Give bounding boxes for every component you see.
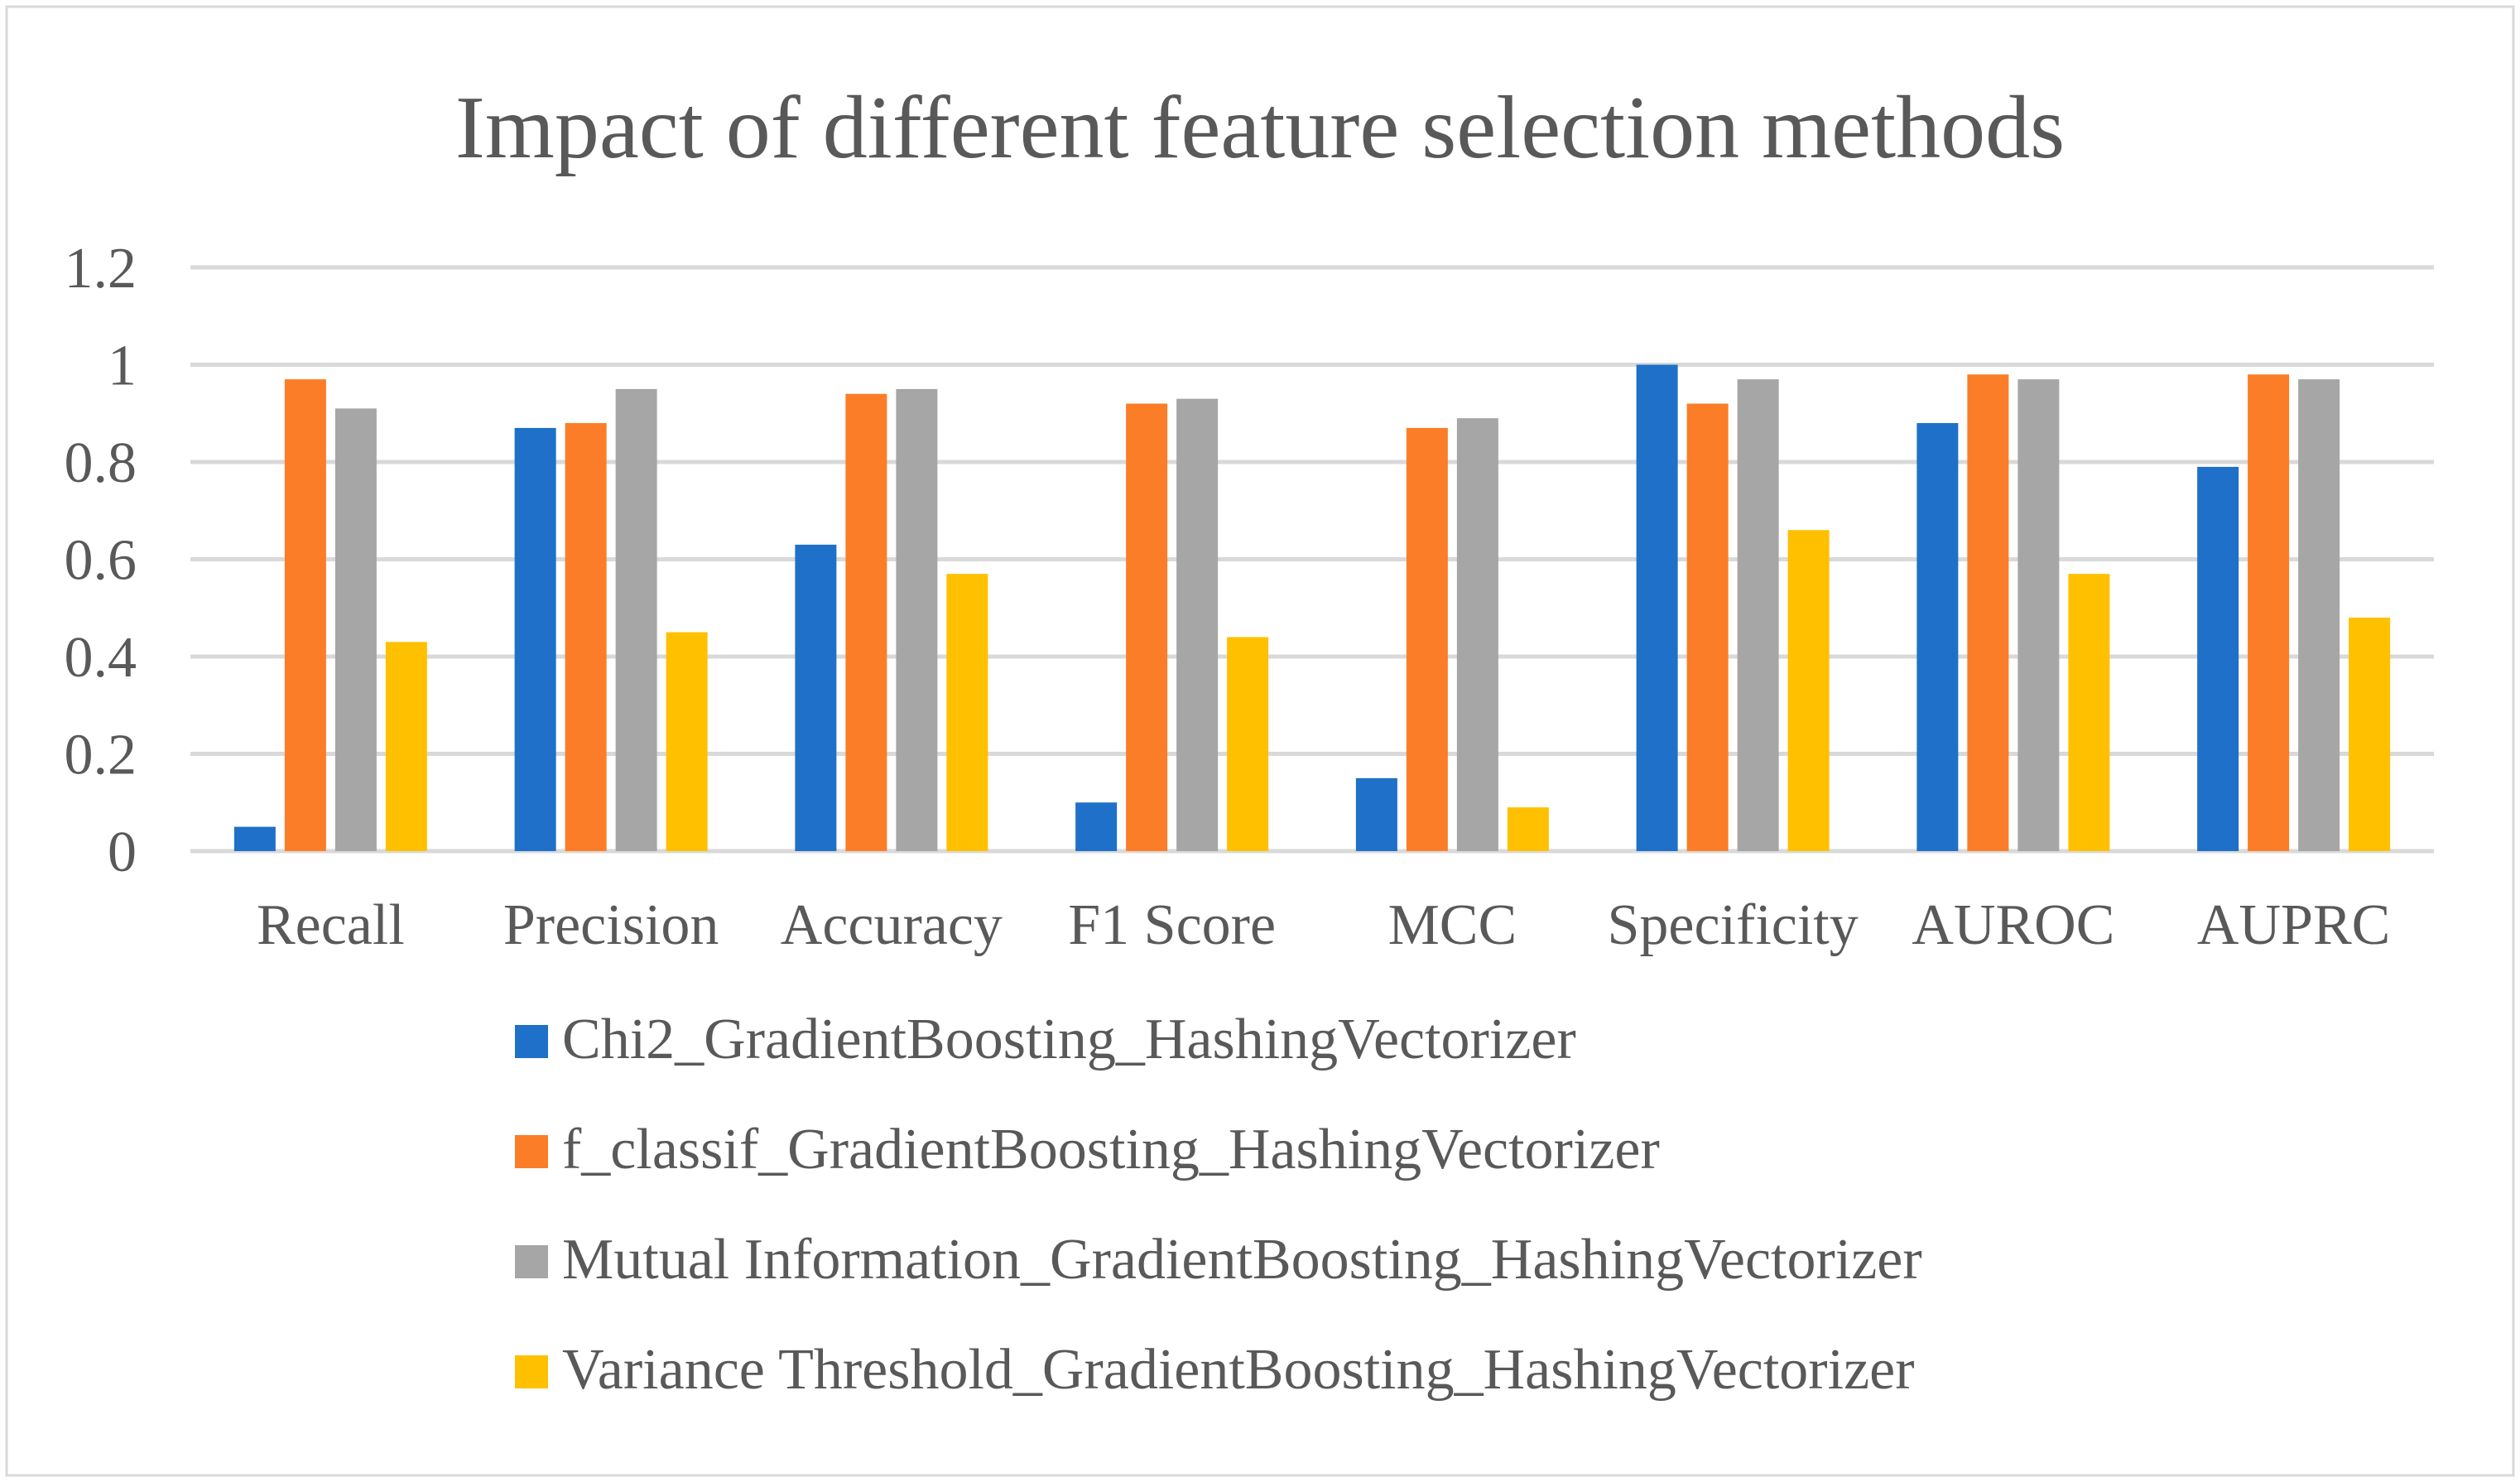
bar-2-auprc — [2248, 374, 2290, 851]
x-category-label: Accuracy — [781, 893, 1003, 957]
bar-4-auroc — [2068, 574, 2110, 851]
legend-label: Variance Threshold_GradientBoosting_Hash… — [562, 1338, 1915, 1402]
legend-label: Chi2_GradientBoosting_HashingVectorizer — [562, 1008, 1576, 1071]
bar-3-auroc — [2017, 379, 2060, 851]
bar-2-auroc — [1967, 374, 2009, 851]
bars — [233, 364, 2391, 851]
bar-2-mcc — [1406, 427, 1448, 851]
x-category-label: Precision — [503, 893, 719, 957]
x-category-label: Recall — [257, 893, 405, 957]
legend-swatch — [515, 1355, 548, 1388]
bar-4-mcc — [1507, 807, 1549, 851]
bar-4-f1-score — [1227, 637, 1269, 851]
y-tick-label: 0.4 — [65, 626, 137, 690]
y-axis-ticks: 0 0.2 0.4 0.6 0.8 1 1.2 — [65, 237, 137, 884]
bar-2-recall — [284, 379, 326, 851]
legend: Chi2_GradientBoosting_HashingVectorizerf… — [515, 1008, 1922, 1402]
bar-2-accuracy — [845, 393, 887, 851]
legend-label: f_classif_GradientBoosting_HashingVector… — [562, 1118, 1660, 1181]
legend-label: Mutual Information_GradientBoosting_Hash… — [562, 1228, 1922, 1292]
x-category-label: AUPRC — [2197, 893, 2390, 957]
y-tick-label: 0 — [108, 820, 137, 884]
bar-3-precision — [615, 388, 657, 851]
bar-1-mcc — [1355, 777, 1397, 851]
y-tick-label: 0.2 — [65, 724, 137, 787]
bar-3-f1-score — [1176, 398, 1219, 851]
bar-1-auroc — [1916, 423, 1959, 851]
bar-3-auprc — [2298, 379, 2340, 851]
bar-3-accuracy — [896, 388, 938, 851]
y-tick-label: 1.2 — [65, 237, 137, 301]
bar-3-specificity — [1737, 379, 1779, 851]
bar-2-precision — [565, 423, 607, 851]
bar-1-accuracy — [795, 544, 837, 851]
bar-3-recall — [334, 408, 377, 851]
bar-4-auprc — [2349, 618, 2391, 851]
y-tick-label: 0.6 — [65, 529, 137, 593]
legend-swatch — [515, 1245, 548, 1278]
bar-4-recall — [385, 642, 427, 851]
bar-4-accuracy — [946, 574, 988, 851]
legend-swatch — [515, 1025, 548, 1058]
chart-title: Impact of different feature selection me… — [455, 79, 2065, 177]
bar-4-precision — [666, 632, 708, 851]
bar-3-mcc — [1456, 418, 1498, 851]
y-tick-label: 0.8 — [65, 431, 137, 495]
bar-1-precision — [514, 427, 556, 851]
bar-2-f1-score — [1126, 403, 1168, 851]
x-axis-categories: Recall Precision Accuracy F1 Score MCC Specif… — [257, 893, 2390, 957]
bar-1-specificity — [1636, 364, 1678, 851]
x-category-label: F1 Score — [1068, 893, 1276, 957]
x-category-label: Specificity — [1608, 893, 1859, 957]
bar-1-recall — [233, 826, 276, 851]
x-category-label: AUROC — [1912, 893, 2114, 957]
x-category-label: MCC — [1388, 893, 1517, 957]
bar-2-specificity — [1686, 403, 1729, 851]
bar-1-f1-score — [1075, 802, 1118, 851]
bar-4-specificity — [1787, 530, 1830, 851]
y-tick-label: 1 — [108, 334, 137, 398]
legend-swatch — [515, 1135, 548, 1168]
gridlines — [190, 265, 2434, 854]
bar-1-auprc — [2197, 466, 2239, 851]
